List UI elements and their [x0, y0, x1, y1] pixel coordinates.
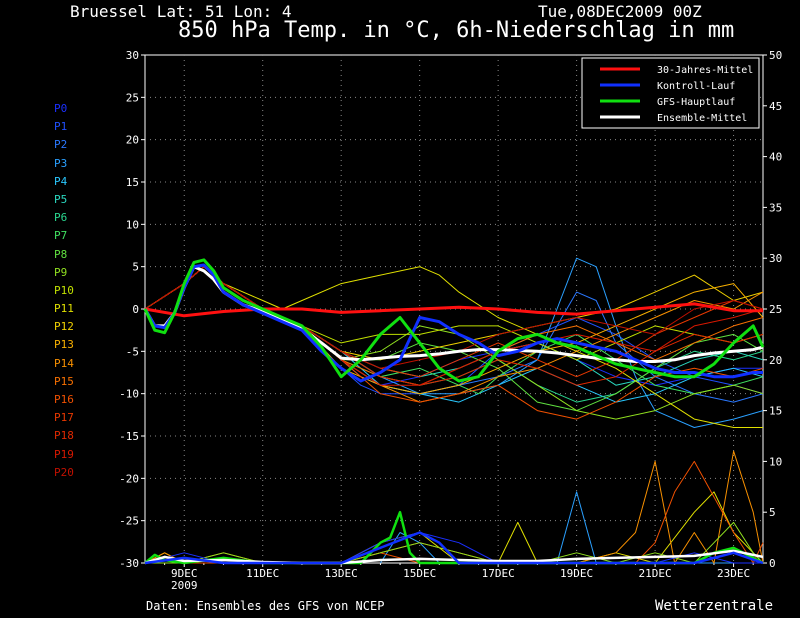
y-tick-label: 15	[126, 176, 139, 189]
x-tick-label: 21DEC	[639, 567, 672, 580]
member-label-p3: P3	[54, 156, 68, 170]
x-tick-label: 23DEC	[717, 567, 750, 580]
member-label-p11: P11	[54, 302, 74, 316]
precip-line-kontroll-lauf	[144, 531, 764, 565]
y2-tick-label: 45	[769, 100, 782, 113]
series-line-ensemble-mittel	[143, 265, 764, 363]
y-tick-label: -5	[126, 345, 139, 358]
legend-label: Kontroll-Lauf	[657, 81, 735, 92]
y2-tick-label: 30	[769, 252, 782, 265]
y2-tick-label: 50	[769, 49, 782, 62]
x-tick-label: 19DEC	[560, 567, 593, 580]
run-datetime: Tue,08DEC2009 00Z	[538, 2, 702, 21]
member-label-p18: P18	[54, 429, 74, 443]
data-credit: Daten: Ensembles des GFS von NCEP	[146, 599, 385, 613]
y-tick-label: -15	[119, 430, 139, 443]
y2-tick-label: 5	[769, 506, 776, 519]
precip-line-p16	[145, 460, 764, 564]
y2-tick-label: 40	[769, 151, 782, 164]
member-label-p0: P0	[54, 102, 68, 115]
member-label-p12: P12	[54, 320, 74, 334]
y2-tick-label: 25	[769, 303, 782, 316]
station-info: Bruessel Lat: 51 Lon: 4	[70, 2, 292, 21]
series-line-p11	[144, 266, 763, 428]
series-line-p10	[144, 266, 764, 361]
series-line-30-jahres-mittel	[144, 302, 763, 318]
legend-label: Ensemble-Mittel	[657, 113, 747, 124]
series-line-kontroll-lauf	[143, 263, 763, 383]
precip-line-ensemble-mittel	[144, 549, 764, 565]
y-tick-label: -20	[119, 472, 139, 485]
member-label-p2: P2	[54, 138, 68, 152]
series-line-gfs-hauptlauf	[143, 258, 765, 383]
y2-tick-label: 15	[769, 405, 782, 418]
member-label-p17: P17	[54, 411, 74, 425]
x-tick-label: 15DEC	[403, 567, 436, 580]
series-line-p18	[144, 266, 764, 386]
member-label-p10: P10	[54, 283, 74, 297]
y-tick-label: 5	[132, 261, 139, 274]
series-line-p5	[144, 266, 764, 386]
member-list: P0 P1 P2 P3 P4 P5 P6 P7 P8 P9 P10 P11 P12 P13 P14 P15 P1…	[54, 100, 114, 482]
y-tick-label: 0	[132, 303, 139, 316]
member-label-p15: P15	[54, 374, 74, 388]
precip-line-p3	[379, 491, 763, 564]
series-line-p15	[144, 266, 764, 386]
y-tick-label: -10	[119, 388, 139, 401]
series-line-p3	[144, 257, 764, 428]
y2-tick-label: 0	[769, 557, 776, 570]
member-label-p19: P19	[54, 447, 74, 461]
precip-line-p14	[144, 450, 764, 564]
chart-title: 850 hPa Temp. in °C, 6h-Niederschlag in …	[178, 18, 735, 43]
series-line-p12	[144, 266, 764, 361]
member-label-p14: P14	[54, 356, 74, 370]
series-line-p0	[144, 266, 763, 386]
x-tick-label: 9DEC	[171, 567, 198, 580]
member-label-p4: P4	[54, 174, 68, 188]
y-tick-label: 20	[126, 134, 139, 147]
member-label-p8: P8	[54, 247, 68, 261]
y-tick-label: -30	[119, 557, 139, 570]
member-label-p7: P7	[54, 229, 68, 243]
x-year-label: 2009	[171, 579, 198, 592]
x-tick-label: 13DEC	[325, 567, 358, 580]
y-tick-label: -25	[119, 515, 139, 528]
x-tick-label: 11DEC	[246, 567, 279, 580]
brand-label: Wetterzentrale	[655, 598, 774, 614]
y2-tick-label: 10	[769, 455, 782, 468]
y-tick-label: 10	[126, 218, 139, 231]
member-label-p13: P13	[54, 338, 74, 352]
legend-label: 30-Jahres-Mittel	[657, 65, 753, 76]
series-line-p19	[144, 266, 764, 386]
x-tick-label: 17DEC	[482, 567, 515, 580]
legend-label: GFS-Hauptlauf	[657, 97, 735, 108]
member-label-p1: P1	[54, 120, 68, 134]
member-label-p20: P20	[54, 465, 74, 479]
member-label-p9: P9	[54, 265, 68, 279]
y-tick-label: 25	[126, 91, 139, 104]
y2-tick-label: 20	[769, 354, 782, 367]
member-label-p6: P6	[54, 211, 68, 225]
y-tick-label: 30	[126, 49, 139, 62]
y2-tick-label: 35	[769, 201, 782, 214]
member-label-p5: P5	[54, 192, 68, 206]
member-label-p16: P16	[54, 393, 74, 406]
